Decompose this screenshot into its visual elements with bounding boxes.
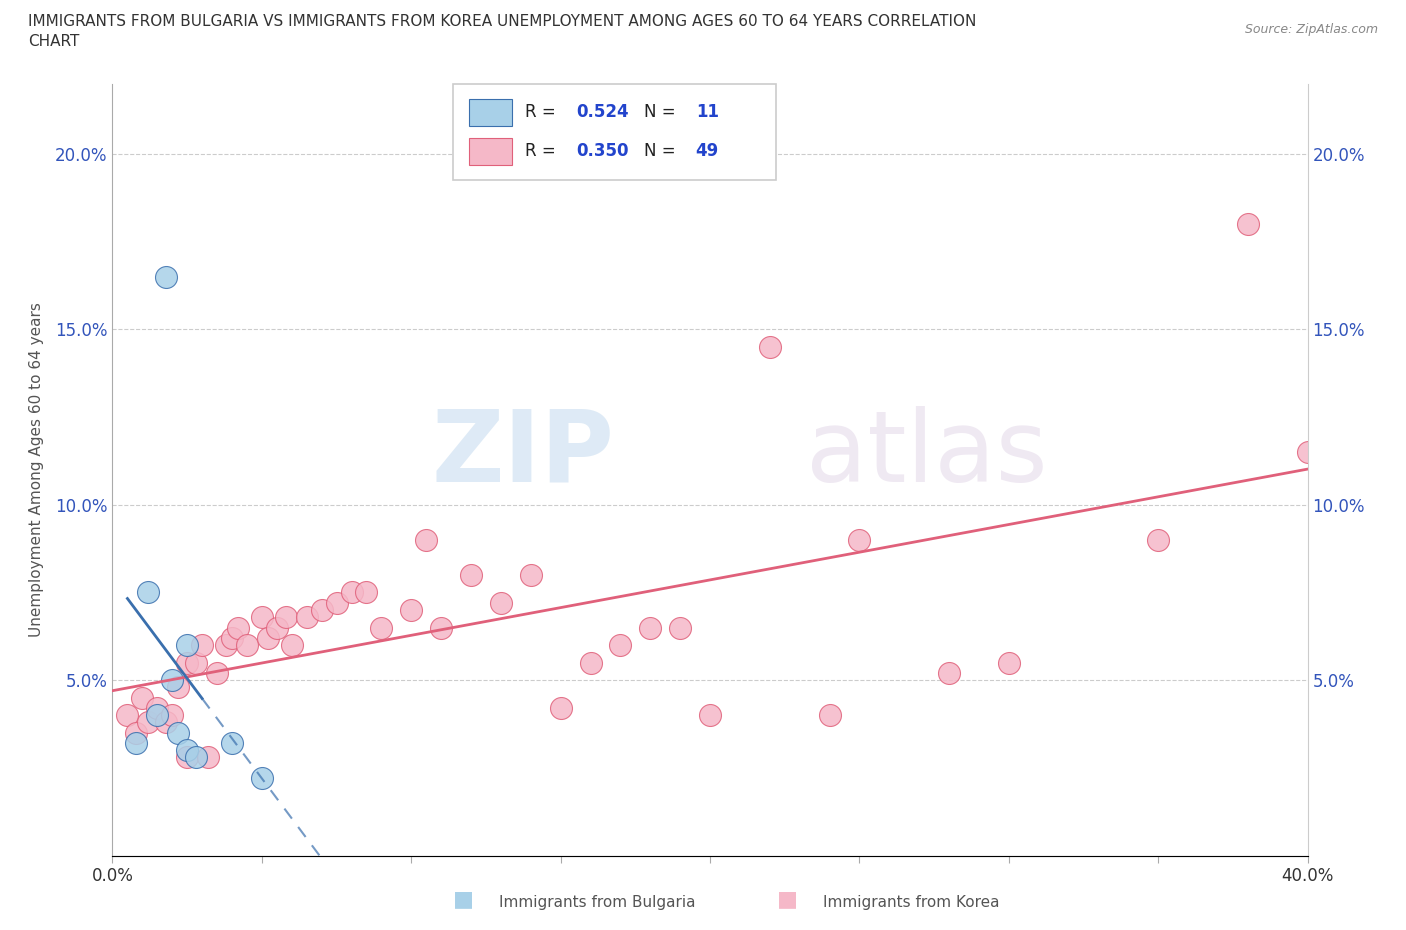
Point (1296, 445, 1319, 459)
Point (221, 631, 243, 645)
Text: Immigrants from Korea: Immigrants from Korea (823, 895, 1000, 910)
Point (191, 638, 214, 653)
Point (1237, 217, 1260, 232)
Text: ■: ■ (454, 889, 474, 910)
Point (155, 715, 177, 730)
Point (579, 655, 602, 670)
Text: Source: ZipAtlas.com: Source: ZipAtlas.com (1244, 23, 1378, 36)
Text: CHART: CHART (28, 34, 80, 49)
Point (250, 609, 273, 624)
Point (176, 655, 198, 670)
Text: ■: ■ (778, 889, 797, 910)
FancyBboxPatch shape (468, 99, 512, 126)
Text: 0.350: 0.350 (576, 142, 628, 161)
Point (236, 638, 259, 653)
Point (609, 638, 631, 653)
Text: N =: N = (644, 142, 681, 161)
Text: 11: 11 (696, 103, 718, 122)
FancyBboxPatch shape (453, 84, 776, 180)
Point (138, 715, 160, 730)
Point (176, 638, 198, 653)
Point (759, 339, 782, 354)
Point (250, 771, 273, 786)
FancyBboxPatch shape (468, 138, 512, 166)
Text: R =: R = (524, 142, 561, 161)
Point (848, 532, 870, 547)
Point (489, 595, 512, 610)
Point (162, 708, 183, 723)
Point (146, 708, 169, 723)
Point (340, 585, 363, 600)
Point (221, 736, 243, 751)
Point (125, 725, 148, 740)
Point (215, 638, 238, 653)
Point (998, 655, 1021, 670)
Point (131, 690, 153, 705)
Text: N =: N = (644, 103, 681, 122)
Point (640, 620, 662, 635)
Point (401, 603, 423, 618)
Point (430, 620, 453, 635)
Point (167, 680, 190, 695)
Point (125, 736, 148, 751)
Point (295, 609, 318, 624)
Text: 49: 49 (696, 142, 718, 161)
Point (669, 620, 692, 635)
Point (176, 743, 198, 758)
Point (155, 270, 177, 285)
Point (699, 708, 721, 723)
Point (162, 672, 183, 687)
Point (186, 750, 208, 764)
Point (257, 631, 280, 645)
Point (186, 655, 208, 670)
Point (281, 638, 304, 653)
Point (311, 603, 333, 618)
Point (226, 620, 249, 635)
Y-axis label: Unemployment Among Ages 60 to 64 years: Unemployment Among Ages 60 to 64 years (30, 302, 44, 637)
Point (205, 666, 228, 681)
Point (266, 620, 288, 635)
Point (550, 701, 572, 716)
Point (274, 609, 297, 624)
Point (325, 595, 347, 610)
Point (167, 725, 190, 740)
Text: R =: R = (524, 103, 561, 122)
Point (197, 750, 219, 764)
Point (146, 701, 169, 716)
Point (460, 567, 482, 582)
Text: Immigrants from Bulgaria: Immigrants from Bulgaria (499, 895, 696, 910)
Point (176, 750, 198, 764)
Point (138, 585, 160, 600)
Point (818, 708, 841, 723)
Text: ZIP: ZIP (432, 405, 614, 503)
Text: IMMIGRANTS FROM BULGARIA VS IMMIGRANTS FROM KOREA UNEMPLOYMENT AMONG AGES 60 TO : IMMIGRANTS FROM BULGARIA VS IMMIGRANTS F… (28, 14, 977, 29)
Point (520, 567, 543, 582)
Text: atlas: atlas (806, 405, 1047, 503)
Point (1147, 532, 1170, 547)
Point (415, 532, 437, 547)
Point (938, 666, 960, 681)
Point (117, 708, 139, 723)
Text: 0.524: 0.524 (576, 103, 628, 122)
Point (370, 620, 392, 635)
Point (356, 585, 378, 600)
